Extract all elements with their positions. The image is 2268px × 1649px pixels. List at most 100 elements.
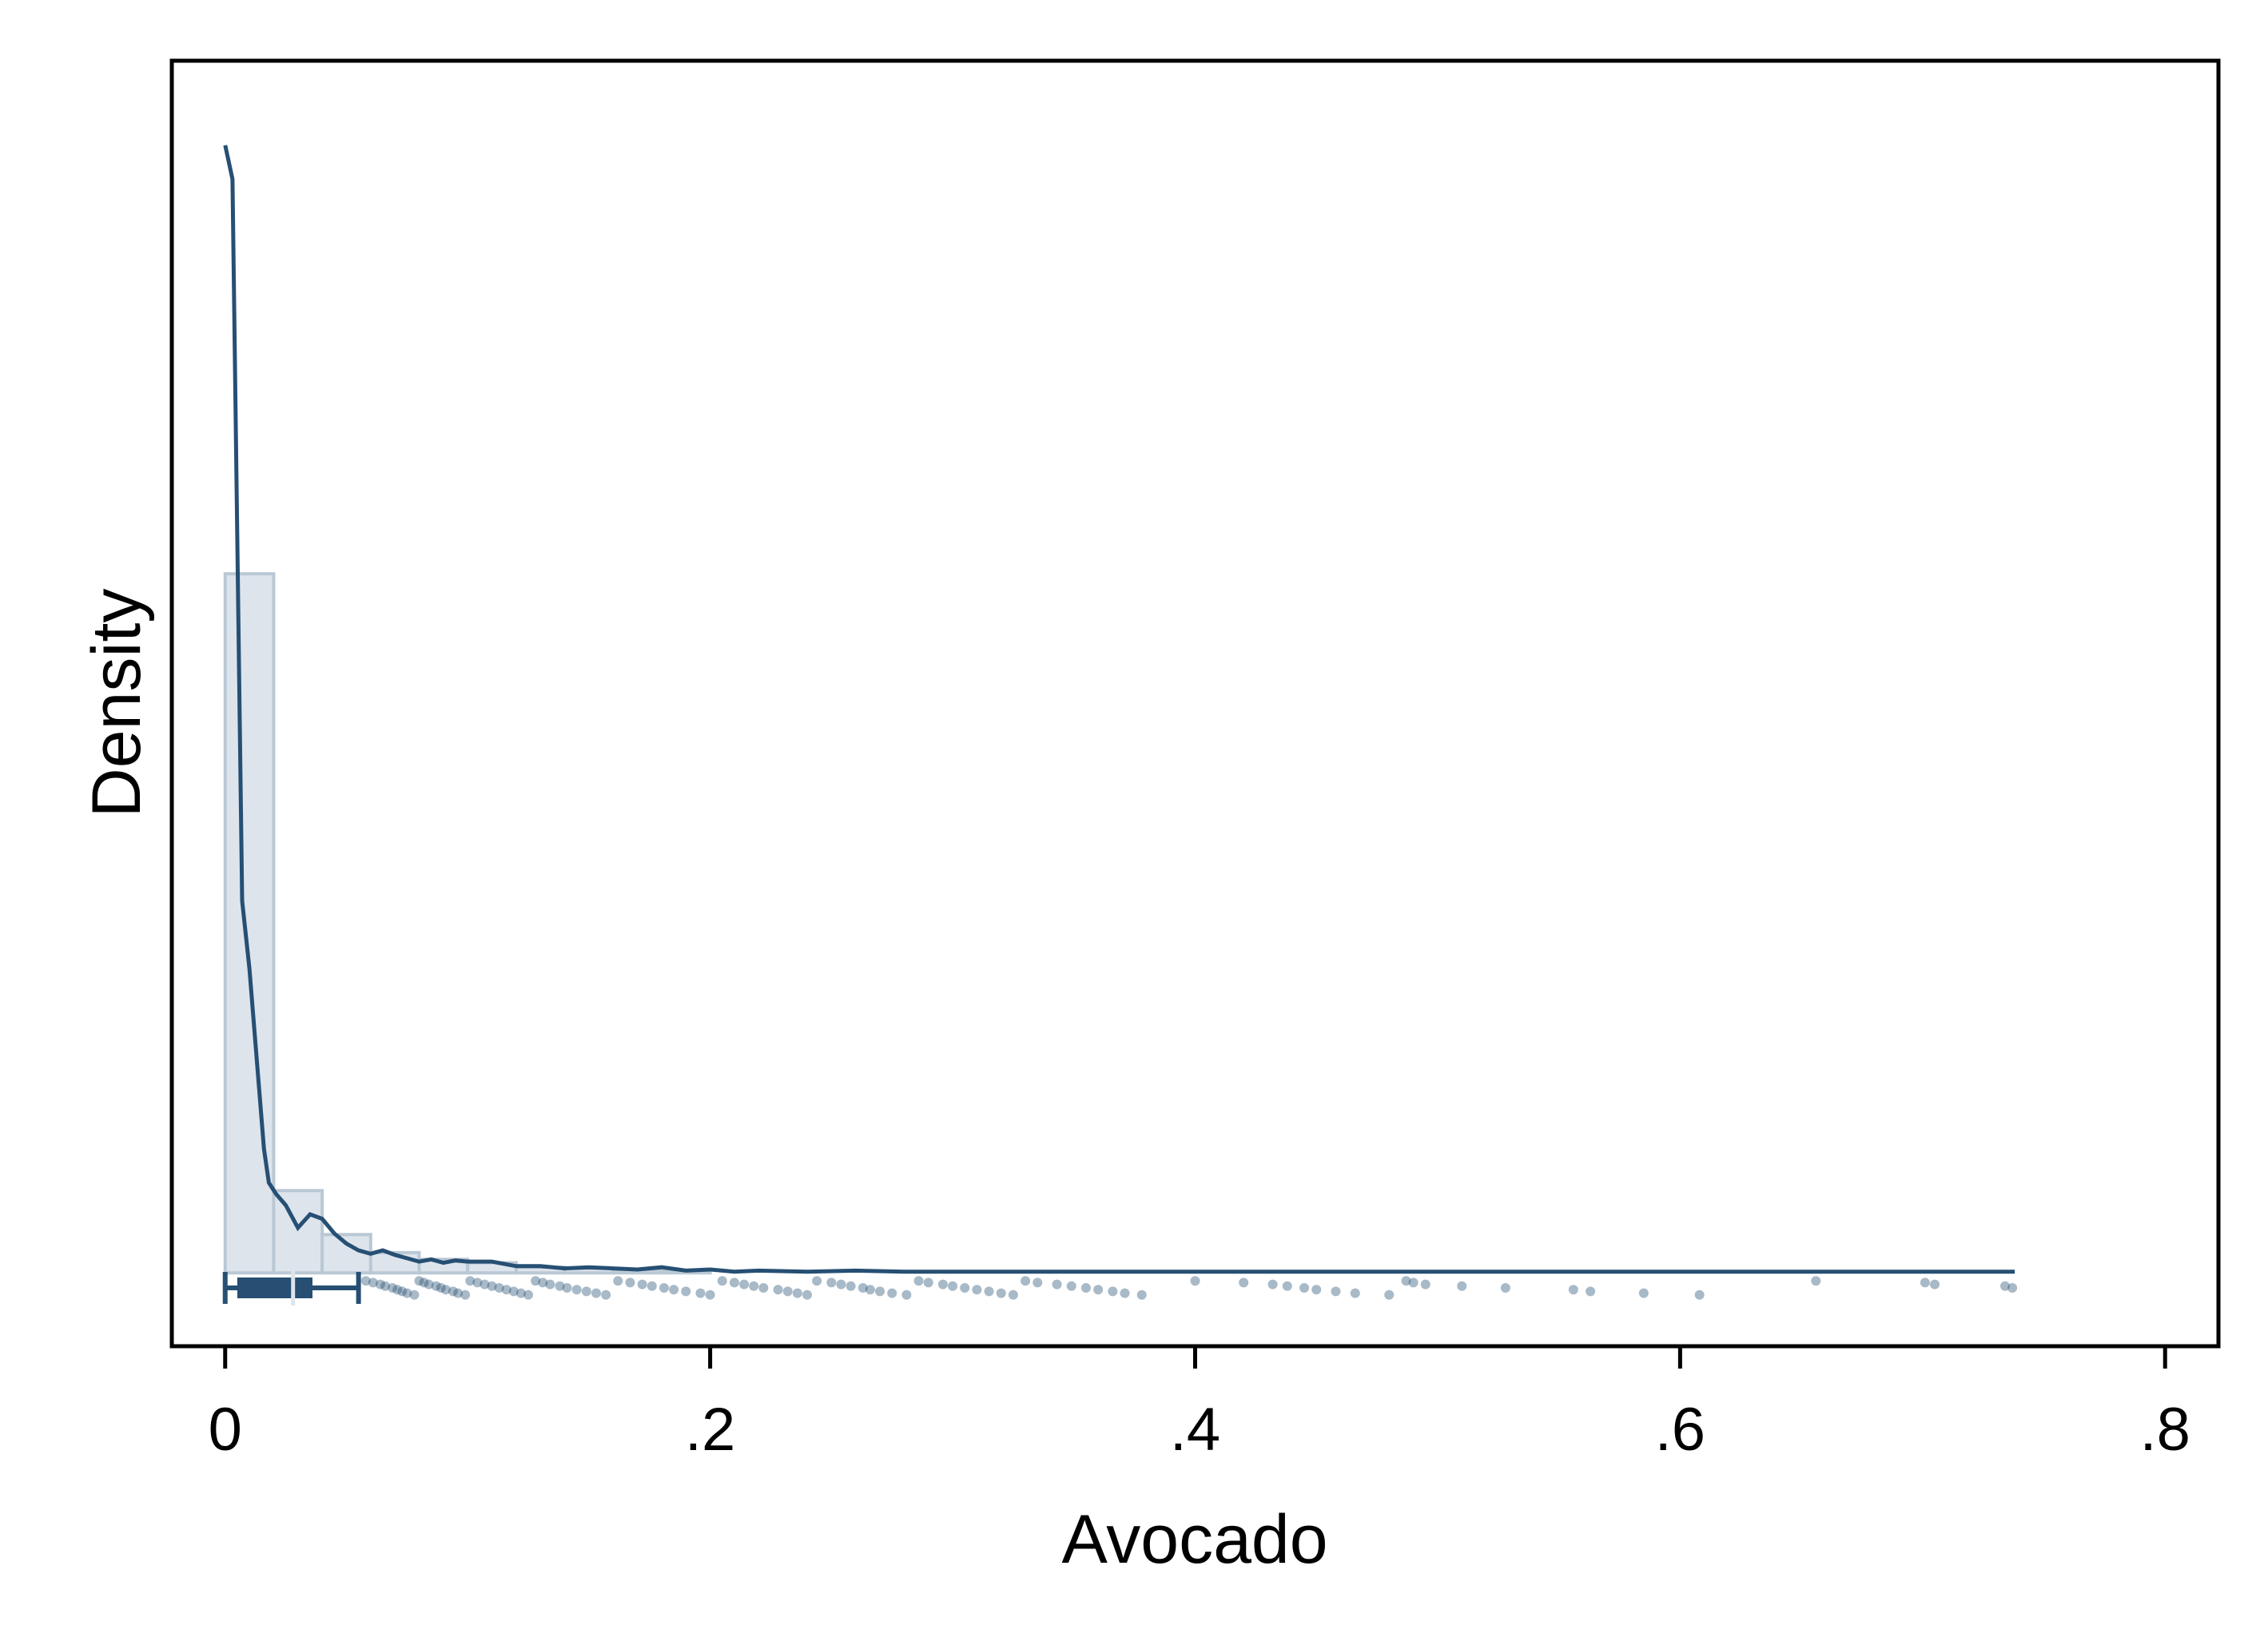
x-axis-ticks: 0 .2 .4 .6 .8 [209, 1346, 2190, 1464]
rug-point [487, 1281, 497, 1291]
histogram-bar [272, 1189, 324, 1275]
rug-point [705, 1289, 715, 1300]
rug-point [409, 1289, 420, 1300]
rug-point [591, 1288, 602, 1298]
rug-point [555, 1281, 565, 1291]
rug-point [1420, 1279, 1430, 1289]
rug-point [380, 1281, 391, 1291]
x-tick-label: .2 [685, 1396, 735, 1464]
rug-point [613, 1276, 623, 1286]
rug-point [659, 1283, 669, 1293]
boxplot [222, 1270, 361, 1305]
rug-point [479, 1279, 490, 1289]
rug-point [1568, 1285, 1578, 1295]
rug-points [360, 1276, 2018, 1300]
rug-point [637, 1279, 647, 1289]
rug-point [887, 1288, 897, 1298]
rug-point [501, 1285, 511, 1295]
rug-point [1190, 1276, 1200, 1286]
box-iqr [237, 1277, 312, 1298]
rug-point [601, 1289, 611, 1300]
rug-point [865, 1285, 875, 1295]
rug-point [739, 1279, 750, 1289]
rug-point [1408, 1277, 1418, 1288]
rug-point [368, 1277, 378, 1288]
rug-point [913, 1276, 924, 1286]
rug-point [826, 1277, 837, 1288]
rug-point [984, 1286, 994, 1297]
rug-point [515, 1288, 526, 1298]
rug-point [717, 1276, 727, 1286]
rug-point [923, 1277, 933, 1288]
rug-point [802, 1289, 813, 1300]
rug-point [419, 1277, 429, 1288]
x-tick-label: .4 [1170, 1396, 1220, 1464]
rug-point [1080, 1283, 1091, 1293]
rug-point [1108, 1286, 1118, 1297]
rug-point [996, 1288, 1006, 1298]
rug-point [1021, 1276, 1031, 1286]
rug-point [937, 1279, 948, 1289]
rug-point [1282, 1281, 1292, 1291]
rug-point [397, 1286, 408, 1297]
rug-point [972, 1285, 982, 1295]
rug-point [1066, 1281, 1076, 1291]
rug-point [1384, 1289, 1395, 1300]
rug-point [1331, 1286, 1341, 1297]
rug-point [773, 1285, 783, 1295]
rug-point [948, 1281, 958, 1291]
rug-point [647, 1281, 657, 1291]
rug-point [538, 1277, 548, 1288]
histogram-bar [320, 1233, 372, 1275]
rug-point [531, 1276, 541, 1286]
rug-point [465, 1276, 475, 1286]
rug-point [453, 1288, 464, 1298]
rug-point [1093, 1285, 1104, 1295]
rug-point [758, 1283, 769, 1293]
rug-point [440, 1285, 451, 1295]
rug-point [1350, 1288, 1360, 1298]
histogram-bar [223, 572, 276, 1275]
rug-point [749, 1281, 759, 1291]
rug-point [1457, 1281, 1467, 1291]
rug-point [460, 1289, 471, 1300]
rug-point [792, 1288, 802, 1298]
x-tick-label: .8 [2140, 1396, 2190, 1464]
rug-point [1008, 1289, 1018, 1300]
rug-point [494, 1283, 504, 1293]
rug-point [729, 1277, 739, 1288]
rug-point [1120, 1288, 1130, 1298]
rug-point [1929, 1279, 1940, 1289]
rug-point [1586, 1286, 1596, 1297]
rug-point [960, 1283, 970, 1293]
rug-point [1052, 1279, 1062, 1289]
rug-point [625, 1277, 635, 1288]
rug-point [436, 1283, 446, 1293]
rug-point [1299, 1283, 1310, 1293]
rug-point [875, 1286, 885, 1297]
rug-point [846, 1281, 856, 1291]
rug-point [545, 1279, 555, 1289]
rug-point [392, 1285, 403, 1295]
rug-point [1401, 1276, 1411, 1286]
rug-point [2007, 1283, 2018, 1293]
rug-point [1311, 1285, 1322, 1295]
rug-point [1267, 1279, 1278, 1289]
rug-point [360, 1276, 371, 1286]
rug-point [901, 1289, 912, 1300]
rug-point [857, 1283, 868, 1293]
rug-point [695, 1288, 706, 1298]
rug-point [571, 1285, 582, 1295]
rug-point [1500, 1283, 1510, 1293]
rug-point [1920, 1277, 1930, 1288]
x-tick-label: .6 [1655, 1396, 1705, 1464]
rug-point [508, 1286, 519, 1297]
rug-point [581, 1286, 591, 1297]
rug-point [1694, 1289, 1705, 1300]
density-curve [223, 145, 2015, 1274]
rug-point [472, 1277, 483, 1288]
y-axis-title: Density [78, 589, 155, 818]
rug-point [562, 1283, 572, 1293]
